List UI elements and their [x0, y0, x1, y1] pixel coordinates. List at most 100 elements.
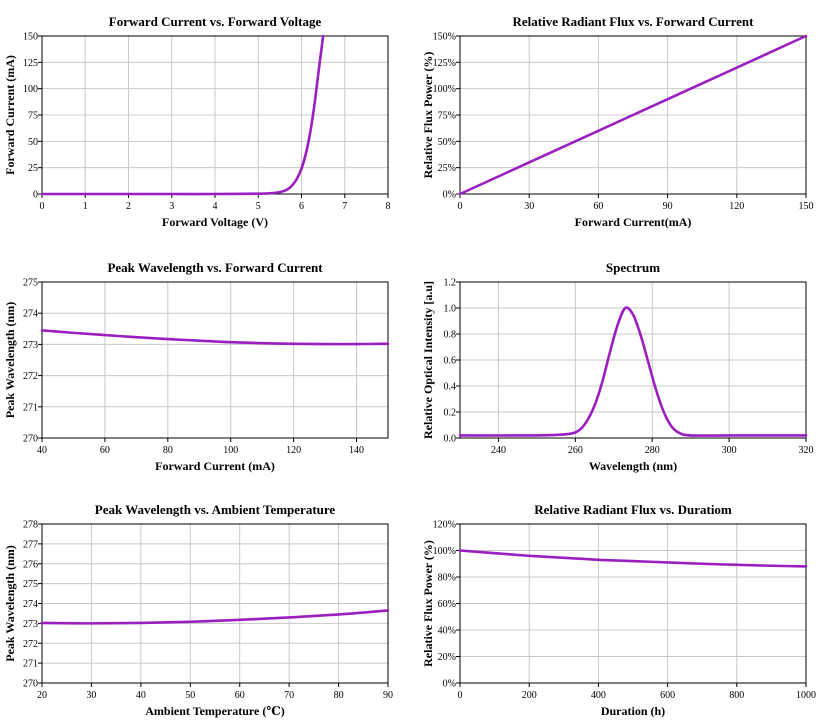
y-tick-label: 0.6 [444, 356, 457, 367]
x-tick-label: 120 [286, 445, 301, 456]
y-tick-label: 25% [438, 163, 456, 174]
x-tick-label: 40 [37, 445, 47, 456]
series-line [40, 329, 390, 346]
y-tick-label: 271 [23, 659, 38, 670]
x-tick-label: 240 [491, 445, 506, 456]
x-axis-label: Forward Voltage (V) [162, 215, 268, 229]
y-tick-label: 125 [23, 58, 38, 69]
x-axis-label: Forward Current(mA) [575, 215, 692, 229]
chart-title: Spectrum [606, 260, 660, 275]
y-axis-label: Relative Flux Power (%) [421, 540, 435, 667]
y-tick-label: 150 [23, 32, 38, 43]
x-tick-label: 3 [169, 201, 174, 212]
y-tick-label: 60% [438, 599, 456, 610]
y-tick-label: 100% [433, 84, 456, 95]
x-tick-label: 1000 [796, 690, 816, 701]
y-tick-label: 80% [438, 573, 456, 584]
x-tick-label: 90 [663, 201, 673, 212]
x-tick-label: 1 [83, 201, 88, 212]
y-tick-label: 75 [28, 111, 38, 122]
y-tick-label: 75% [438, 111, 456, 122]
y-tick-label: 50 [28, 137, 38, 148]
y-tick-label: 270 [23, 679, 38, 690]
x-tick-label: 300 [722, 445, 737, 456]
x-tick-label: 8 [386, 201, 391, 212]
y-axis-label: Relative Flux Power (%) [421, 52, 435, 179]
y-tick-label: 0.8 [444, 330, 457, 341]
y-tick-label: 270 [23, 434, 38, 445]
x-tick-label: 260 [568, 445, 583, 456]
y-tick-label: 40% [438, 626, 456, 637]
x-tick-label: 5 [256, 201, 261, 212]
y-tick-label: 272 [23, 639, 38, 650]
chart-4: Spectrum 240 260 280 300 320 0.0 0.2 0.4 0.6 0.8 1.… [421, 260, 814, 473]
y-tick-label: 150% [433, 32, 456, 43]
chart-2: Relative Radiant Flux vs. Forward Curren… [421, 14, 814, 229]
y-tick-label: 1.0 [444, 304, 457, 315]
chart-title: Peak Wavelength vs. Forward Current [107, 260, 323, 275]
y-tick-label: 0 [33, 190, 38, 201]
x-tick-label: 30 [524, 201, 534, 212]
x-tick-label: 320 [799, 445, 814, 456]
y-tick-label: 276 [23, 559, 38, 570]
y-tick-label: 275 [23, 579, 38, 590]
chart-6: Relative Radiant Flux vs. Duratiom 0 200 40… [421, 502, 816, 718]
y-axis-label: Peak Wavelength (nm) [3, 545, 17, 661]
series-line [458, 306, 808, 437]
chart-5: Peak Wavelength vs. Ambient Temperature 2… [3, 502, 393, 718]
chart-1: Forward Current vs. Forward Voltage 0 1 2 3 4… [3, 14, 391, 229]
x-tick-label: 400 [591, 690, 606, 701]
x-tick-label: 150 [799, 201, 814, 212]
y-tick-label: 0.4 [444, 382, 457, 393]
y-tick-label: 1.2 [444, 278, 457, 289]
x-tick-label: 60 [100, 445, 110, 456]
x-tick-label: 4 [213, 201, 218, 212]
y-axis-label: Peak Wavelength (nm) [3, 302, 17, 418]
x-tick-label: 40 [136, 690, 146, 701]
x-tick-label: 2 [126, 201, 131, 212]
series-line [40, 34, 325, 196]
x-tick-label: 0 [458, 690, 463, 701]
y-tick-label: 0.2 [444, 408, 457, 419]
chart-title: Relative Radiant Flux vs. Forward Curren… [513, 14, 755, 29]
x-tick-label: 90 [383, 690, 393, 701]
x-axis-label: Duration (h) [601, 704, 665, 718]
series-line [458, 34, 808, 196]
y-tick-label: 274 [23, 309, 38, 320]
chart-title: Forward Current vs. Forward Voltage [109, 14, 322, 29]
x-tick-label: 0 [40, 201, 45, 212]
x-tick-label: 60 [235, 690, 245, 701]
x-tick-label: 800 [729, 690, 744, 701]
y-tick-label: 120% [433, 520, 456, 531]
x-tick-label: 20 [37, 690, 47, 701]
y-tick-label: 20% [438, 652, 456, 663]
y-tick-label: 274 [23, 599, 38, 610]
x-tick-label: 100 [223, 445, 238, 456]
x-tick-label: 0 [458, 201, 463, 212]
plot-frame [41, 281, 389, 439]
y-tick-label: 277 [23, 539, 38, 550]
y-tick-label: 272 [23, 371, 38, 382]
chart-3: Peak Wavelength vs. Forward Current 40 60 8… [3, 260, 390, 473]
series-line [458, 549, 808, 568]
y-tick-label: 100 [23, 84, 38, 95]
y-tick-label: 271 [23, 402, 38, 413]
x-tick-label: 200 [522, 690, 537, 701]
y-tick-label: 100% [433, 546, 456, 557]
y-tick-label: 0% [443, 679, 456, 690]
y-tick-label: 278 [23, 520, 38, 531]
y-tick-label: 273 [23, 619, 38, 630]
y-tick-label: 125% [433, 58, 456, 69]
y-tick-label: 0.0 [444, 434, 457, 445]
x-axis-label: Forward Current (mA) [155, 459, 275, 473]
y-tick-label: 25 [28, 163, 38, 174]
x-tick-label: 80 [163, 445, 173, 456]
x-axis-label: Ambient Temperature (℃) [145, 704, 284, 718]
x-tick-label: 50 [185, 690, 195, 701]
series-line [40, 609, 390, 625]
y-tick-label: 275 [23, 278, 38, 289]
y-axis-label: Relative Optical Intensity [a.u] [421, 281, 435, 439]
chart-title: Peak Wavelength vs. Ambient Temperature [95, 502, 336, 517]
x-tick-label: 7 [342, 201, 347, 212]
